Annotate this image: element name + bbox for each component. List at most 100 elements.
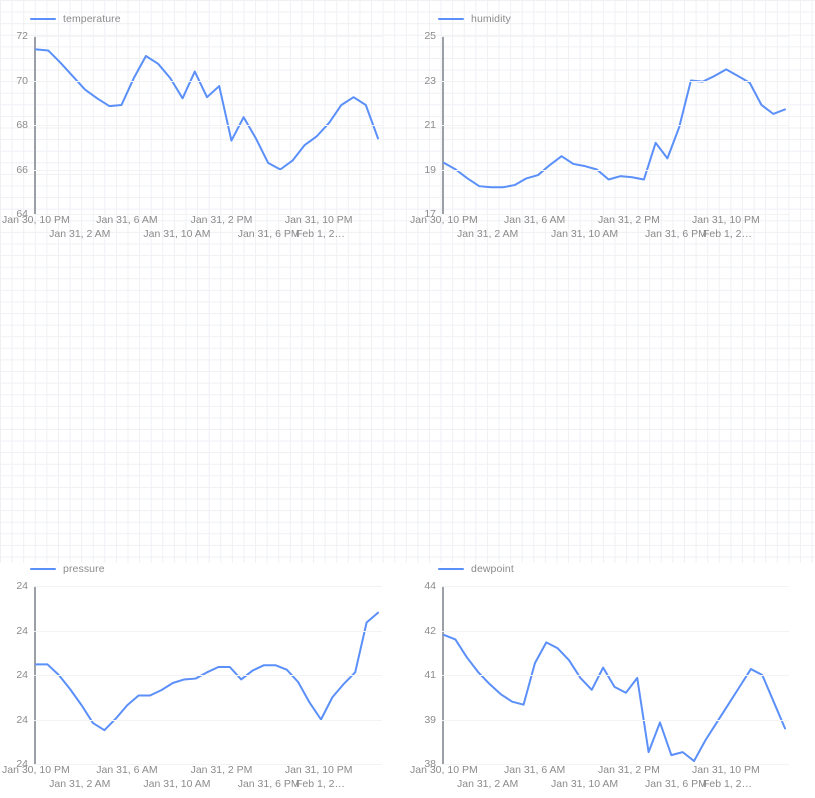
gridline-horizontal: [442, 675, 789, 676]
gridline-horizontal: [442, 125, 789, 126]
y-tick-label: 41: [424, 669, 436, 681]
legend-label-pressure: pressure: [63, 563, 105, 575]
x-tick-label: Jan 31, 10 AM: [143, 228, 211, 240]
y-tick-label: 72: [16, 30, 28, 42]
gridline-horizontal: [442, 80, 789, 82]
gridline-horizontal: [34, 214, 382, 215]
plot-area-humidity[interactable]: [442, 36, 789, 215]
legend-temperature[interactable]: temperature: [30, 12, 121, 26]
y-tick-label: 44: [424, 580, 436, 592]
x-axis-labels-dewpoint: Jan 30, 10 PM Jan 31, 2 AM Jan 31, 6 AM Jan…: [408, 764, 815, 798]
legend-humidity[interactable]: humidity: [438, 12, 511, 26]
legend-pressure[interactable]: pressure: [30, 562, 105, 576]
x-tick-label: Jan 31, 6 AM: [504, 214, 566, 226]
x-tick-label: Jan 31, 2 PM: [190, 214, 253, 226]
x-tick-label: Jan 31, 6 PM: [645, 778, 707, 790]
gridline-horizontal: [34, 80, 382, 82]
x-axis-labels-pressure: Jan 30, 10 PM Jan 31, 2 AM Jan 31, 6 AM Jan…: [0, 764, 408, 798]
x-tick-label: Jan 31, 2 AM: [457, 228, 519, 240]
y-tick-label: 24: [16, 624, 28, 637]
x-tick-label: Jan 31, 10 AM: [551, 778, 619, 790]
x-tick-label: Feb 1, 2…: [296, 228, 346, 240]
gridline-horizontal: [442, 36, 789, 37]
x-tick-label: Jan 31, 6 AM: [96, 764, 158, 776]
legend-label-temperature: temperature: [63, 13, 121, 25]
gridline-horizontal: [442, 214, 789, 215]
y-tick-label: 70: [16, 74, 28, 87]
y-axis-labels-pressure: 24 24 24 24 24: [0, 580, 28, 770]
gridline-horizontal: [34, 719, 382, 721]
gridline-horizontal: [34, 675, 382, 676]
gridline-horizontal: [442, 719, 789, 721]
gridline-horizontal: [34, 630, 382, 632]
y-tick-label: 21: [424, 119, 436, 131]
chart-panel-humidity: humidity 25 23 21 19 17 Jan 30, 10 PM Jan 31,…: [408, 0, 815, 250]
x-tick-label: Jan 31, 2 AM: [49, 228, 111, 240]
x-tick-label: Jan 31, 10 AM: [551, 228, 619, 240]
series-line-temperature: [35, 48, 379, 171]
x-tick-label: Jan 31, 10 PM: [284, 764, 353, 776]
series-line-humidity: [443, 68, 786, 189]
x-tick-label: Jan 30, 10 PM: [410, 764, 478, 776]
y-tick-label: 25: [424, 30, 436, 42]
x-tick-label: Feb 1, 2…: [703, 778, 753, 790]
y-tick-label: 42: [424, 624, 436, 637]
gridline-horizontal: [34, 586, 382, 587]
y-tick-label: 24: [16, 669, 28, 681]
x-tick-label: Jan 31, 6 PM: [237, 778, 300, 790]
legend-label-humidity: humidity: [471, 13, 511, 25]
y-tick-label: 23: [424, 74, 436, 87]
chart-panel-temperature: temperature 72 70 68 66 64 Jan 30, 10 PM Jan …: [0, 0, 408, 250]
y-tick-label: 24: [16, 580, 28, 592]
plot-area-temperature[interactable]: [34, 36, 382, 215]
gridline-horizontal: [34, 125, 382, 126]
chart-panel-dewpoint: dewpoint 44 42 41 39 38 Jan 30, 10 PM Jan 31,…: [408, 250, 815, 790]
series-svg-temperature: [35, 48, 379, 171]
x-tick-label: Jan 31, 10 PM: [284, 214, 353, 226]
y-tick-label: 39: [424, 713, 436, 726]
y-tick-label: 66: [16, 163, 28, 176]
series-svg-humidity: [443, 68, 786, 189]
y-tick-label: 17: [424, 208, 436, 220]
x-tick-label: Jan 31, 10 PM: [692, 214, 760, 226]
x-tick-label: Feb 1, 2…: [703, 228, 753, 240]
x-tick-label: Jan 30, 10 PM: [2, 214, 70, 226]
gridline-horizontal: [442, 586, 789, 587]
x-tick-label: Jan 31, 2 PM: [190, 764, 253, 776]
y-tick-label: 64: [16, 208, 28, 220]
y-axis-labels-temperature: 72 70 68 66 64: [0, 30, 28, 220]
x-tick-label: Jan 31, 10 AM: [143, 778, 211, 790]
legend-line-swatch-icon: [438, 567, 464, 571]
y-tick-label: 19: [424, 163, 436, 176]
y-tick-label: 68: [16, 119, 28, 131]
x-tick-label: Jan 31, 6 AM: [504, 764, 566, 776]
x-tick-label: Jan 31, 2 PM: [598, 764, 660, 776]
x-tick-label: Jan 31, 10 PM: [692, 764, 760, 776]
gridline-horizontal: [34, 169, 382, 171]
x-tick-label: Jan 31, 2 AM: [457, 778, 519, 790]
x-tick-label: Jan 31, 2 PM: [598, 214, 660, 226]
series-line-dewpoint: [443, 633, 786, 763]
legend-line-swatch-icon: [30, 17, 56, 21]
legend-label-dewpoint: dewpoint: [471, 563, 514, 575]
legend-line-swatch-icon: [30, 567, 56, 571]
x-tick-label: Jan 31, 6 PM: [645, 228, 707, 240]
plot-area-pressure[interactable]: [34, 586, 382, 765]
gridline-horizontal: [34, 36, 382, 37]
x-axis-labels-temperature: Jan 30, 10 PM Jan 31, 2 AM Jan 31, 6 AM Jan…: [0, 214, 408, 248]
gridline-horizontal: [442, 630, 789, 632]
legend-dewpoint[interactable]: dewpoint: [438, 562, 514, 576]
gridline-horizontal: [442, 169, 789, 171]
plot-area-dewpoint[interactable]: [442, 586, 789, 765]
y-axis-labels-dewpoint: 44 42 41 39 38: [408, 580, 436, 770]
x-tick-label: Jan 31, 6 AM: [96, 214, 158, 226]
legend-line-swatch-icon: [438, 17, 464, 21]
x-axis-labels-humidity: Jan 30, 10 PM Jan 31, 2 AM Jan 31, 6 AM Jan…: [408, 214, 815, 248]
x-tick-label: Feb 1, 2…: [296, 778, 346, 790]
x-tick-label: Jan 30, 10 PM: [2, 764, 70, 776]
chart-panel-pressure: pressure 24 24 24 24 24 Jan 30, 10 PM Jan 31,…: [0, 250, 408, 790]
x-tick-label: Jan 31, 6 PM: [237, 228, 300, 240]
y-tick-label: 24: [16, 713, 28, 726]
x-tick-label: Jan 30, 10 PM: [410, 214, 478, 226]
